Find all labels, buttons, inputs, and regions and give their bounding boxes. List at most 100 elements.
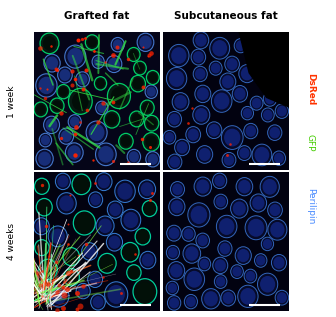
Circle shape [64, 268, 79, 286]
Circle shape [111, 87, 127, 105]
Circle shape [211, 90, 232, 112]
Circle shape [49, 285, 69, 307]
Circle shape [216, 196, 226, 207]
Circle shape [233, 201, 246, 216]
Circle shape [262, 179, 277, 195]
Point [118, 291, 123, 296]
Circle shape [34, 102, 47, 117]
Circle shape [36, 149, 53, 168]
Circle shape [129, 49, 138, 59]
Circle shape [170, 182, 184, 197]
Circle shape [239, 65, 255, 83]
Circle shape [89, 124, 104, 141]
Circle shape [147, 118, 157, 129]
Circle shape [142, 201, 157, 217]
Circle shape [86, 121, 107, 144]
Circle shape [238, 146, 251, 160]
Point [146, 54, 151, 59]
Point [227, 142, 232, 147]
Circle shape [185, 246, 199, 261]
Point [56, 283, 61, 288]
Circle shape [226, 58, 238, 70]
Circle shape [213, 173, 227, 189]
Circle shape [77, 74, 88, 85]
Circle shape [108, 58, 120, 70]
Circle shape [250, 37, 260, 48]
Point [58, 111, 64, 116]
Circle shape [104, 111, 120, 128]
Point [140, 45, 146, 50]
Point [190, 106, 195, 111]
Circle shape [140, 182, 154, 196]
Circle shape [58, 67, 72, 83]
Circle shape [186, 271, 202, 288]
Circle shape [167, 296, 181, 310]
Text: 4 weeks: 4 weeks [7, 223, 16, 260]
Circle shape [168, 262, 185, 280]
Circle shape [167, 112, 181, 127]
Circle shape [274, 153, 284, 164]
Circle shape [94, 77, 107, 90]
Circle shape [68, 145, 81, 160]
Point [81, 86, 86, 91]
Circle shape [57, 175, 69, 188]
Circle shape [239, 147, 250, 158]
Circle shape [113, 39, 123, 50]
Circle shape [145, 85, 157, 98]
Point [75, 307, 80, 312]
Circle shape [268, 125, 282, 140]
Circle shape [96, 101, 108, 115]
Circle shape [220, 243, 230, 254]
Circle shape [216, 276, 225, 287]
Circle shape [216, 215, 237, 238]
Circle shape [271, 255, 287, 271]
Circle shape [196, 233, 210, 248]
Circle shape [238, 180, 251, 193]
Point [61, 292, 67, 297]
Circle shape [107, 201, 123, 218]
Circle shape [193, 66, 207, 82]
Circle shape [40, 33, 59, 54]
Circle shape [138, 180, 156, 199]
Circle shape [137, 230, 149, 243]
Text: DsRed: DsRed [306, 73, 314, 105]
Circle shape [246, 125, 256, 137]
Circle shape [212, 40, 227, 56]
Circle shape [234, 39, 247, 53]
Circle shape [246, 271, 255, 281]
Circle shape [263, 239, 272, 249]
Circle shape [268, 202, 282, 218]
Circle shape [277, 292, 287, 303]
Circle shape [265, 94, 275, 104]
Point [83, 241, 88, 246]
Circle shape [174, 95, 187, 109]
Circle shape [167, 225, 181, 241]
Circle shape [214, 93, 229, 109]
Point [83, 68, 88, 73]
Point [90, 157, 95, 162]
Circle shape [169, 297, 179, 308]
Circle shape [215, 259, 226, 272]
Point [49, 43, 54, 49]
Circle shape [172, 93, 189, 111]
Circle shape [38, 152, 51, 166]
Point [62, 279, 67, 284]
Point [65, 287, 70, 292]
Circle shape [254, 147, 269, 163]
Point [149, 191, 155, 196]
Point [38, 283, 43, 288]
Circle shape [250, 96, 263, 110]
Point [92, 181, 98, 186]
Circle shape [188, 129, 199, 141]
Circle shape [139, 36, 152, 49]
Circle shape [121, 243, 139, 262]
Circle shape [218, 241, 232, 256]
Point [36, 270, 41, 275]
Circle shape [223, 292, 234, 304]
Circle shape [135, 228, 151, 245]
Circle shape [36, 198, 52, 216]
Point [62, 277, 68, 282]
Point [70, 82, 75, 87]
Circle shape [166, 68, 187, 90]
Circle shape [43, 36, 56, 51]
